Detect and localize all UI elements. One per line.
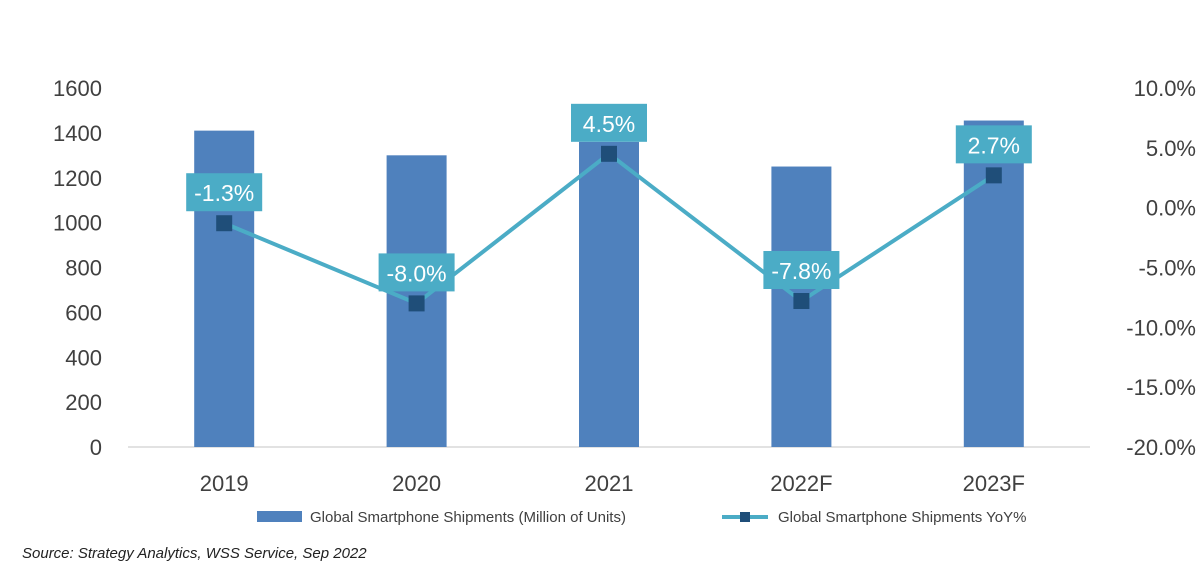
data-label-box	[955, 125, 1032, 164]
data-label: 4.5%	[583, 111, 635, 137]
data-label-box	[378, 253, 455, 292]
data-label-box	[571, 103, 647, 142]
legend-bar-swatch	[257, 511, 302, 522]
right-axis-ticks: -20.0% -15.0% -10.0% -5.0% 0.0% 5.0% 10.0%	[1126, 76, 1196, 460]
data-label: -1.3%	[194, 180, 254, 206]
left-tick-label: 400	[65, 345, 102, 370]
right-tick-label: -10.0%	[1126, 315, 1196, 340]
legend-line-marker	[740, 512, 750, 522]
data-label-box	[763, 251, 840, 290]
yoy-marker-2022F	[793, 293, 810, 310]
left-tick-label: 1600	[53, 76, 102, 101]
data-label: -7.8%	[771, 258, 831, 284]
yoy-marker-2021	[601, 145, 617, 162]
left-tick-label: 1400	[53, 121, 102, 146]
legend-bar-label: Global Smartphone Shipments (Million of …	[310, 509, 626, 526]
left-axis-ticks: 0 200 400 600 800 1000 1200 1400 1600	[53, 76, 102, 460]
x-tick-label: 2021	[585, 471, 634, 496]
data-label: -8.0%	[387, 260, 447, 286]
left-tick-label: 1000	[53, 211, 102, 236]
x-tick-label: 2020	[392, 471, 441, 496]
left-tick-label: 800	[65, 256, 102, 281]
right-tick-label: -15.0%	[1126, 375, 1196, 400]
combo-chart: 0 200 400 600 800 1000 1200 1400 1600 -20.0% -15.…	[53, 76, 1196, 526]
right-tick-label: -5.0%	[1139, 256, 1196, 281]
left-tick-label: 600	[65, 300, 102, 325]
yoy-marker-2023F	[985, 167, 1002, 184]
left-tick-label: 200	[65, 390, 102, 415]
data-label-box	[186, 173, 263, 212]
source-note: Source: Strategy Analytics, WSS Service,…	[22, 545, 367, 562]
left-tick-label: 1200	[53, 166, 102, 191]
bar-series	[194, 120, 1024, 448]
line-series: -1.3% -8.0% 4.5% -7.8% 2.7%	[186, 103, 1032, 312]
legend: Global Smartphone Shipments (Million of …	[257, 509, 1027, 526]
left-tick-label: 0	[90, 435, 102, 460]
x-tick-label: 2022F	[770, 471, 832, 496]
data-label: 2.7%	[968, 132, 1020, 158]
right-tick-label: -20.0%	[1126, 435, 1196, 460]
right-tick-label: 0.0%	[1146, 196, 1196, 221]
right-tick-label: 5.0%	[1146, 136, 1196, 161]
right-tick-label: 10.0%	[1134, 76, 1196, 101]
x-tick-label: 2023F	[963, 471, 1025, 496]
bar-2021	[579, 141, 639, 447]
yoy-marker-2020	[408, 295, 425, 312]
x-axis-ticks: 2019 2020 2021 2022F 2023F	[200, 471, 1025, 496]
legend-line-label: Global Smartphone Shipments YoY%	[778, 509, 1027, 526]
yoy-marker-2019	[216, 215, 233, 232]
x-tick-label: 2019	[200, 471, 249, 496]
